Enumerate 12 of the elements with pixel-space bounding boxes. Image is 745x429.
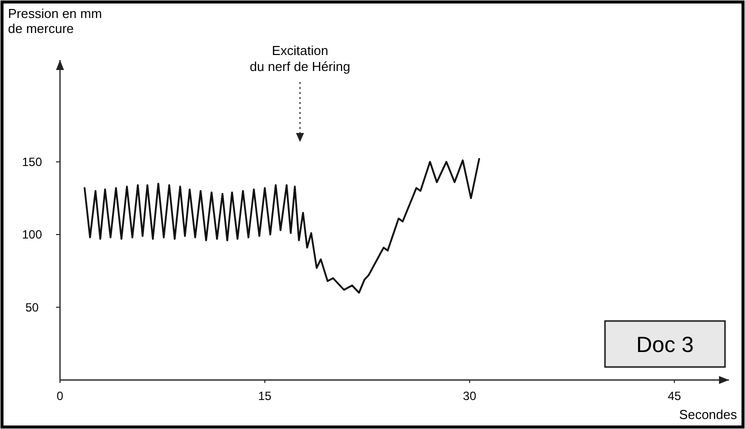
y-tick-label: 150 xyxy=(22,154,42,169)
x-axis-title: Secondes xyxy=(679,407,738,422)
x-tick-label: 0 xyxy=(56,389,64,403)
y-tick-label: 100 xyxy=(22,228,42,242)
annotation: Excitation du nerf de Héring xyxy=(250,43,350,74)
line-series xyxy=(84,158,480,294)
x-tick-label: 15 xyxy=(258,389,272,403)
y-axis-title: Pression en mm de mercure xyxy=(8,6,102,36)
annotation: Doc 3 xyxy=(636,332,694,357)
y-tick-label: 50 xyxy=(25,300,39,314)
x-tick-label: 30 xyxy=(462,389,477,403)
x-tick-label: 45 xyxy=(668,389,682,403)
